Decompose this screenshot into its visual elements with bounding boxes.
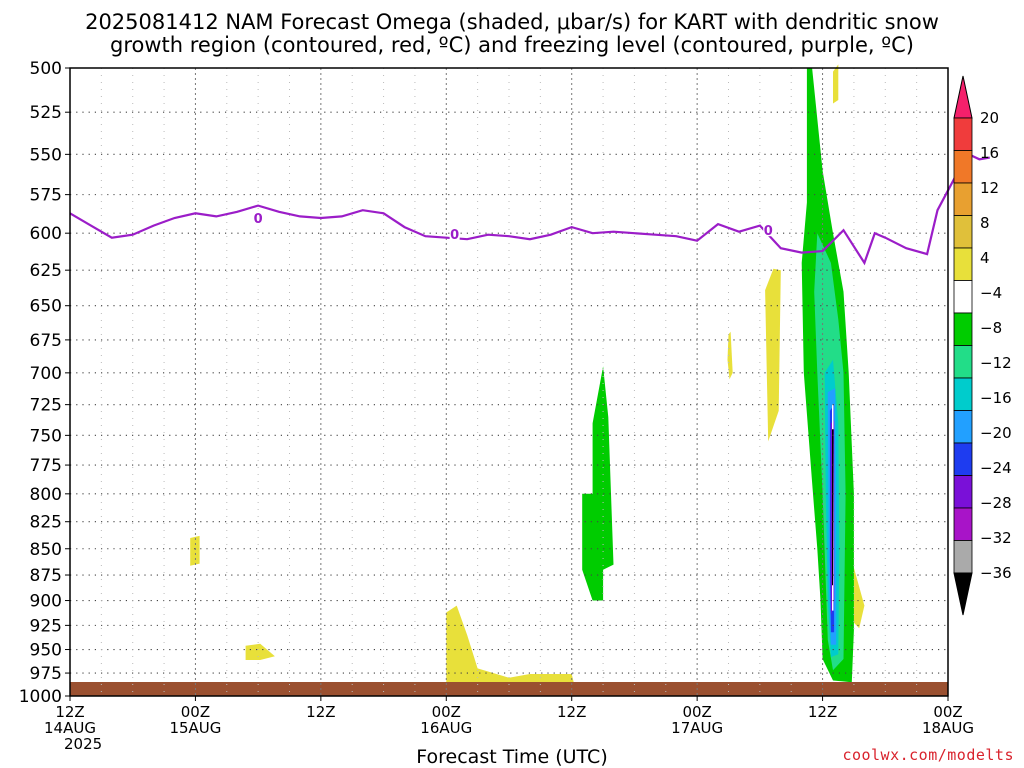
colorbar-segment	[953, 507, 973, 541]
y-tick-label: 1000	[19, 687, 62, 707]
colorbar-segment	[953, 377, 973, 411]
x-tick-label: 00Z	[933, 703, 962, 721]
omega-region-4	[765, 268, 781, 442]
freezing-level-label: 0	[764, 224, 773, 239]
grid-layer	[70, 68, 948, 696]
colorbar-label: 12	[980, 179, 999, 197]
y-tick-label: 875	[30, 566, 62, 586]
y-tick-label: 600	[30, 224, 62, 244]
y-tick-label: 550	[30, 145, 62, 165]
y-tick-label: 700	[30, 364, 62, 384]
colorbar-segment	[953, 475, 973, 509]
omega-region-1	[245, 643, 275, 660]
colorbar-segment	[953, 410, 973, 444]
colorbar-segment	[953, 215, 973, 249]
colorbar-segment	[953, 312, 973, 346]
y-tick-label: 775	[30, 456, 62, 476]
freezing-level-layer: 0 0 0	[69, 152, 990, 266]
x-tick-label: 16AUG	[420, 719, 472, 737]
y-tick-label: 500	[30, 59, 62, 79]
y-tick-label: 650	[30, 297, 62, 317]
freezing-label-bg	[253, 209, 264, 224]
colorbar-label: −20	[980, 424, 1012, 442]
ground-terrain	[70, 682, 948, 696]
chart-title-line-2: growth region (contoured, red, ºC) and f…	[110, 33, 914, 57]
freezing-label-bg	[449, 225, 460, 240]
x-axis-title: Forecast Time (UTC)	[416, 746, 608, 768]
colorbar-segment	[953, 442, 973, 476]
colorbar-label: −24	[980, 459, 1012, 477]
freezing-level-line	[69, 152, 990, 266]
colorbar-label: 4	[980, 249, 990, 267]
y-tick-label: 800	[30, 485, 62, 505]
y-tick-label: 575	[30, 186, 62, 206]
omega-region-7	[582, 366, 614, 601]
y-tick-label: 975	[30, 664, 62, 684]
y-axis: 500 525 550 575 600 625 650 675 700 725 750 775 800 8…	[19, 59, 70, 707]
y-tick-label: 925	[30, 616, 62, 636]
y-tick-label: 675	[30, 331, 62, 351]
x-tick-label: 12Z	[557, 703, 586, 721]
omega-region-3	[727, 331, 733, 380]
x-tick-label: 12Z	[808, 703, 837, 721]
y-tick-label: 750	[30, 426, 62, 446]
x-tick-label: 17AUG	[671, 719, 723, 737]
x-tick-label: 2025	[64, 735, 102, 753]
y-tick-label: 950	[30, 641, 62, 661]
colorbar-label: 16	[980, 144, 999, 162]
x-tick-label: 15AUG	[169, 719, 221, 737]
colorbar-label: −16	[980, 389, 1012, 407]
y-tick-label: 825	[30, 513, 62, 533]
x-tick-label: 14AUG	[44, 719, 96, 737]
omega-region-0	[190, 535, 200, 566]
colorbar-top-arrow	[953, 75, 973, 119]
y-tick-label: 625	[30, 261, 62, 281]
colorbar-segment	[953, 540, 973, 574]
freezing-label-bg	[763, 222, 774, 237]
omega-region-5	[833, 64, 839, 104]
colorbar-segment	[953, 247, 973, 281]
omega-region-2	[446, 605, 575, 690]
colorbar-segment	[953, 345, 973, 379]
colorbar-label: −4	[980, 284, 1002, 302]
colorbar-segment	[953, 150, 973, 184]
omega-region-15	[832, 429, 834, 586]
plot-frame	[69, 67, 949, 697]
ground-layer	[70, 682, 948, 696]
colorbar-bottom-arrow	[953, 572, 973, 616]
y-tick-label: 900	[30, 592, 62, 612]
freezing-level-label: 0	[254, 212, 263, 227]
colorbar-segment	[953, 280, 973, 314]
x-tick-label: 12Z	[55, 703, 84, 721]
chart-title-line-1: 2025081412 NAM Forecast Omega (shaded, μ…	[85, 10, 939, 34]
colorbar-segment	[953, 117, 973, 151]
colorbar-segment	[953, 182, 973, 216]
credit-text[interactable]: coolwx.com/modelts	[842, 746, 1014, 764]
x-tick-label: 00Z	[682, 703, 711, 721]
x-tick-label: 00Z	[432, 703, 461, 721]
x-tick-label: 12Z	[306, 703, 335, 721]
colorbar-label: 8	[980, 214, 990, 232]
colorbar-label: −36	[980, 564, 1012, 582]
x-tick-label: 18AUG	[922, 719, 974, 737]
colorbar: 20 16 12 8 4 −4 −8 −12 −16 −20 −24 −28 −32 −36	[953, 75, 1012, 616]
colorbar-label: −12	[980, 354, 1012, 372]
colorbar-label: −8	[980, 319, 1002, 337]
omega-shading-layer	[190, 64, 865, 690]
colorbar-label: 20	[980, 109, 999, 127]
x-tick-label: 00Z	[181, 703, 210, 721]
colorbar-label: −32	[980, 529, 1012, 547]
y-tick-label: 850	[30, 540, 62, 560]
freezing-level-label: 0	[450, 228, 459, 243]
colorbar-label: −28	[980, 494, 1012, 512]
y-tick-label: 525	[30, 103, 62, 123]
y-tick-label: 725	[30, 396, 62, 416]
